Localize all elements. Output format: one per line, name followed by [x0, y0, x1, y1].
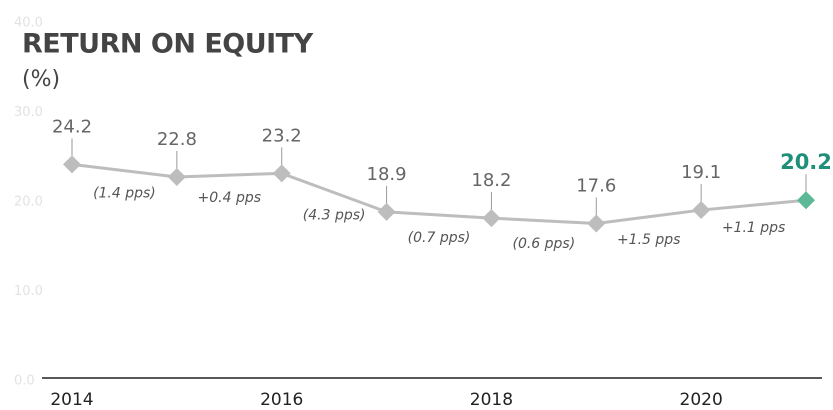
y-tick-label: 10.0 [14, 284, 43, 299]
point [692, 201, 711, 220]
chart-title: RETURN ON EQUITY [22, 29, 314, 60]
point [63, 155, 81, 174]
y-tick-label: 30.0 [14, 105, 43, 120]
value-label: 20.2 [780, 150, 832, 174]
chart-subtitle: (%) [22, 67, 60, 92]
y-tick-label: 20.0 [14, 195, 43, 210]
value-label: 17.6 [576, 175, 616, 196]
point [482, 209, 501, 228]
y-tick-label: 40.0 [14, 16, 43, 31]
value-label: 18.2 [471, 170, 511, 191]
change-annotation: (1.4 pps) [93, 186, 156, 202]
line [71, 162, 807, 225]
value-label: 23.2 [262, 125, 302, 146]
point [377, 202, 396, 221]
change-annotation: (0.7 pps) [408, 230, 471, 246]
change-annotation: (0.6 pps) [512, 236, 575, 252]
change-annotation: +0.4 pps [198, 190, 262, 206]
y-tick-label: 0.0 [14, 374, 35, 389]
change-annotation: +1.1 pps [722, 220, 786, 236]
change-annotation: +1.5 pps [617, 232, 681, 248]
change-annotation: (4.3 pps) [303, 208, 366, 224]
value-label: 18.9 [367, 164, 407, 185]
x-tick-label: 2016 [260, 390, 303, 410]
value-label: 19.1 [681, 162, 721, 183]
value-label: 24.2 [52, 116, 92, 137]
x-tick-label: 2014 [50, 390, 93, 410]
point [797, 191, 815, 210]
point [167, 167, 186, 186]
point [272, 164, 291, 183]
value-label: 22.8 [157, 129, 197, 150]
x-tick-label: 2020 [680, 390, 723, 410]
point [587, 214, 606, 233]
x-tick-label: 2018 [470, 390, 513, 410]
